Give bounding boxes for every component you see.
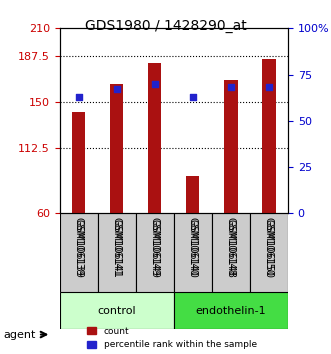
FancyBboxPatch shape xyxy=(60,292,174,329)
Point xyxy=(190,94,195,99)
Text: GDS1980 / 1428290_at: GDS1980 / 1428290_at xyxy=(85,19,246,34)
Point xyxy=(114,86,119,92)
Text: control: control xyxy=(97,306,136,316)
FancyBboxPatch shape xyxy=(98,213,136,292)
Text: GSM106149: GSM106149 xyxy=(150,219,160,278)
Text: agent: agent xyxy=(3,330,36,339)
Point xyxy=(152,81,158,87)
FancyBboxPatch shape xyxy=(60,213,98,292)
Text: GSM106149: GSM106149 xyxy=(150,217,160,276)
Text: GSM106139: GSM106139 xyxy=(73,219,84,278)
FancyBboxPatch shape xyxy=(174,213,212,292)
Bar xyxy=(72,112,85,213)
Bar xyxy=(262,59,276,213)
Text: GSM106150: GSM106150 xyxy=(264,219,274,278)
FancyBboxPatch shape xyxy=(250,213,288,292)
Bar xyxy=(110,84,123,213)
Text: GSM106141: GSM106141 xyxy=(112,217,122,276)
Text: GSM106140: GSM106140 xyxy=(188,217,198,276)
Text: GSM106148: GSM106148 xyxy=(226,219,236,278)
Text: GSM106141: GSM106141 xyxy=(112,219,122,278)
Point xyxy=(228,85,234,90)
Bar xyxy=(186,176,200,213)
Text: endothelin-1: endothelin-1 xyxy=(196,306,266,316)
Text: GSM106140: GSM106140 xyxy=(188,219,198,278)
FancyBboxPatch shape xyxy=(136,213,174,292)
Legend: count, percentile rank within the sample: count, percentile rank within the sample xyxy=(84,323,260,353)
FancyBboxPatch shape xyxy=(174,292,288,329)
FancyBboxPatch shape xyxy=(212,213,250,292)
Bar xyxy=(224,80,238,213)
Text: GSM106148: GSM106148 xyxy=(226,217,236,276)
Text: GSM106139: GSM106139 xyxy=(73,217,84,276)
Text: GSM106150: GSM106150 xyxy=(264,217,274,276)
Bar xyxy=(148,63,162,213)
Point xyxy=(76,94,81,99)
Point xyxy=(266,85,271,90)
